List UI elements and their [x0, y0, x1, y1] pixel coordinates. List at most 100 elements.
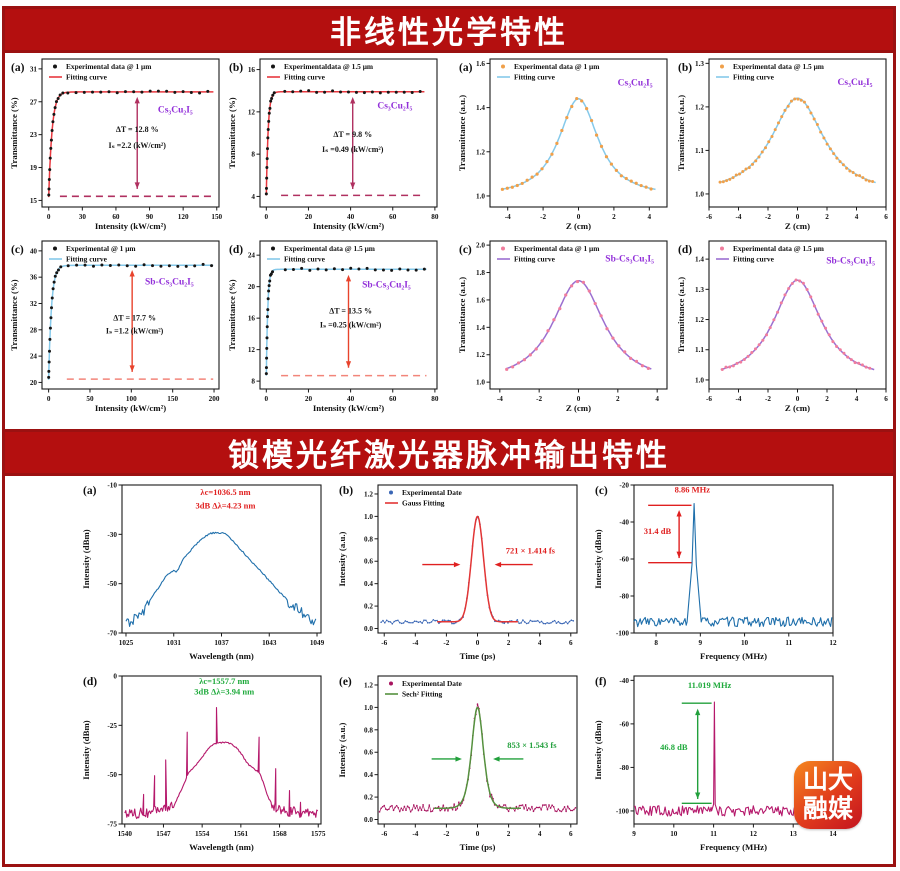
svg-text:(e): (e)	[339, 676, 352, 688]
section2-banner: 锁模光纤激光器脉冲输出特性	[2, 429, 896, 476]
svg-text:-6: -6	[381, 830, 387, 838]
svg-text:9: 9	[699, 639, 703, 647]
svg-text:1.3: 1.3	[695, 60, 704, 68]
svg-text:60: 60	[389, 395, 397, 403]
svg-text:4: 4	[855, 213, 859, 221]
svg-text:Fitting curve: Fitting curve	[284, 255, 326, 264]
svg-text:Experimental Date: Experimental Date	[402, 679, 462, 688]
svg-text:1.0: 1.0	[476, 379, 485, 387]
svg-text:Fitting curve: Fitting curve	[733, 73, 775, 82]
svg-text:12: 12	[248, 108, 256, 116]
svg-text:0: 0	[476, 830, 480, 838]
svg-text:Sb-Cs₃Cu₂I₅: Sb-Cs₃Cu₂I₅	[826, 257, 875, 267]
svg-text:Experimental data @ 1.5 μm: Experimental data @ 1.5 μm	[284, 244, 376, 253]
svg-text:1.4: 1.4	[476, 324, 485, 332]
svg-text:(b): (b)	[339, 485, 353, 497]
svg-text:0: 0	[265, 395, 269, 403]
svg-text:15: 15	[30, 197, 38, 205]
svg-text:Wavelength (nm): Wavelength (nm)	[189, 842, 254, 852]
svg-text:0.4: 0.4	[364, 580, 373, 588]
svg-text:(b): (b)	[678, 62, 692, 74]
svg-text:20: 20	[248, 283, 256, 291]
svg-text:0: 0	[577, 213, 581, 221]
svg-text:-70: -70	[107, 630, 117, 638]
svg-text:-4: -4	[412, 639, 418, 647]
svg-text:4: 4	[251, 193, 255, 201]
chart-rf-spectrum-8mhz: 8 9 10 11 12 -20 -40 -60 -80 -100 Frequency (MHz) I…	[592, 477, 842, 665]
svg-text:-50: -50	[107, 580, 117, 588]
svg-text:(c): (c)	[595, 485, 608, 497]
svg-text:12: 12	[248, 346, 256, 354]
svg-text:3dB Δλ=3.94 nm: 3dB Δλ=3.94 nm	[194, 687, 254, 697]
chart-zs_d-svg: -6 -4 -2 0 2 4 6 1.0 1.1 1.2 1.3 1.4 Z (cm) Transmitt…	[676, 240, 888, 413]
svg-text:31: 31	[30, 65, 38, 73]
chart-pl_b-svg: -6 -4 -2 0 2 4 6 0.0 0.2 0.4 0.6 0.8 1.0 1.2 Time (ps)…	[337, 484, 578, 661]
svg-text:-80: -80	[619, 764, 629, 772]
svg-text:150: 150	[211, 213, 222, 221]
svg-text:1575: 1575	[311, 830, 326, 838]
svg-text:0.2: 0.2	[364, 603, 373, 611]
svg-text:853 × 1.543 fs: 853 × 1.543 fs	[507, 740, 557, 750]
chart-autocorrelation-sech2: -6 -4 -2 0 2 4 6 0.0 0.2 0.4 0.6 0.8 1.0 1.2 Time (ps)…	[336, 668, 586, 856]
svg-text:Z (cm): Z (cm)	[566, 221, 591, 231]
svg-text:11: 11	[710, 830, 717, 838]
svg-text:1.8: 1.8	[476, 269, 485, 277]
svg-text:-2: -2	[765, 213, 771, 221]
chart-zscan-d: -6 -4 -2 0 2 4 6 1.0 1.1 1.2 1.3 1.4 Z (cm) Transmitt…	[675, 236, 893, 417]
chart-nonlinear-transmittance-b: 0 20 40 60 80 4 8 12 16 Intensity (kW/cm²) Transmi…	[226, 54, 444, 235]
svg-text:-4: -4	[736, 395, 742, 403]
svg-text:32: 32	[30, 300, 38, 308]
svg-text:ΔT = 12.8 %: ΔT = 12.8 %	[116, 125, 159, 134]
svg-text:0: 0	[47, 213, 51, 221]
chart-nl_d-svg: 0 20 40 60 80 8 12 16 20 24 Intensity (kW/cm²) Tran…	[227, 240, 439, 413]
svg-text:31.4 dB: 31.4 dB	[644, 526, 672, 536]
svg-text:Cs₃Cu₂I₅: Cs₃Cu₂I₅	[377, 102, 412, 112]
svg-text:Fitting curve: Fitting curve	[66, 73, 108, 82]
chart-optical-spectrum-1550nm: 1540 1547 1554 1561 1568 1575 0 -25 -50 -75 Wavele…	[80, 668, 330, 856]
svg-text:0: 0	[113, 673, 117, 681]
svg-text:ΔT = 17.7 %: ΔT = 17.7 %	[113, 314, 156, 323]
svg-text:-2: -2	[536, 395, 542, 403]
svg-text:-40: -40	[619, 519, 629, 527]
svg-text:Sb-Cs₃Cu₂I₅: Sb-Cs₃Cu₂I₅	[362, 280, 411, 290]
svg-text:Sech² Fitting: Sech² Fitting	[402, 690, 442, 699]
svg-text:4: 4	[538, 639, 542, 647]
svg-text:8: 8	[654, 639, 658, 647]
chart-sp_a-svg: 1025 1031 1037 1043 1049 -10 -30 -50 -70 Waveleng…	[81, 482, 325, 662]
svg-text:-40: -40	[619, 677, 629, 685]
chart-autocorrelation-gauss: -6 -4 -2 0 2 4 6 0.0 0.2 0.4 0.6 0.8 1.0 1.2 Time (ps)…	[336, 477, 586, 665]
svg-text:λc=1036.5 nm: λc=1036.5 nm	[200, 487, 250, 497]
svg-text:λc=1557.7 nm: λc=1557.7 nm	[199, 676, 249, 686]
svg-text:Intensity (kW/cm²): Intensity (kW/cm²)	[313, 403, 384, 413]
section1-title: 非线性光学特性	[330, 15, 568, 50]
svg-text:1561: 1561	[234, 830, 249, 838]
svg-text:90: 90	[146, 213, 154, 221]
svg-text:1.3: 1.3	[695, 286, 704, 294]
svg-text:0: 0	[796, 213, 800, 221]
svg-text:Experimental data @ 1 μm: Experimental data @ 1 μm	[514, 244, 600, 253]
svg-text:1025: 1025	[119, 639, 134, 647]
svg-text:Intensity (kW/cm²): Intensity (kW/cm²)	[95, 403, 166, 413]
svg-text:2: 2	[507, 639, 511, 647]
svg-text:6: 6	[884, 213, 888, 221]
svg-text:-4: -4	[736, 213, 742, 221]
svg-text:1.1: 1.1	[695, 346, 704, 354]
svg-text:Frequency (MHz): Frequency (MHz)	[700, 842, 767, 852]
svg-text:Fitting curve: Fitting curve	[284, 73, 326, 82]
svg-text:8.86 MHz: 8.86 MHz	[675, 484, 711, 494]
svg-text:1049: 1049	[310, 639, 325, 647]
svg-text:100: 100	[126, 395, 137, 403]
svg-text:9: 9	[632, 830, 636, 838]
logo-line-2: 融媒	[802, 795, 853, 823]
svg-text:-20: -20	[619, 482, 629, 490]
svg-text:Intensity (a.u.): Intensity (a.u.)	[337, 531, 347, 586]
svg-text:-6: -6	[706, 213, 712, 221]
svg-text:ΔT = 13.5 %: ΔT = 13.5 %	[329, 306, 372, 315]
svg-text:-4: -4	[412, 830, 418, 838]
chart-rf_f-svg: 9 10 11 12 13 14 -40 -60 -80 -100 Frequency (MHz) I…	[593, 675, 837, 852]
svg-text:0.2: 0.2	[364, 794, 373, 802]
svg-text:1.2: 1.2	[364, 490, 373, 498]
svg-text:Experimentaldata @ 1.5 μm: Experimentaldata @ 1.5 μm	[284, 62, 374, 71]
svg-text:0: 0	[265, 213, 269, 221]
